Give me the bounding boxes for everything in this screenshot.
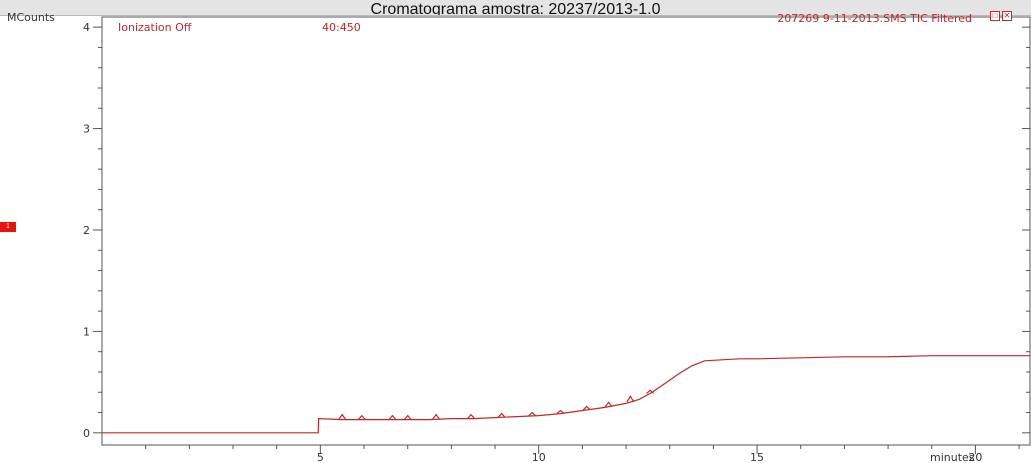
peak-mark bbox=[646, 389, 655, 394]
restore-icon[interactable]: □ bbox=[990, 11, 1000, 21]
peak-mark bbox=[497, 412, 506, 418]
series-layer bbox=[102, 355, 1030, 434]
peak-mark bbox=[338, 413, 347, 420]
ionization-status: Ionization Off bbox=[118, 21, 192, 34]
trace-name-label: 207269 9-11-2013.SMS TIC Filtered bbox=[777, 12, 972, 25]
y-tick-label: 2 bbox=[83, 224, 90, 237]
plot-frame bbox=[101, 16, 1031, 446]
peak-mark bbox=[604, 401, 613, 408]
peak-mark bbox=[403, 414, 412, 420]
peak-mark bbox=[556, 409, 565, 415]
peak-mark bbox=[626, 395, 635, 403]
trace-marker-badge[interactable]: 1 bbox=[0, 222, 16, 232]
y-tick-label: 3 bbox=[83, 123, 90, 136]
x-tick-label: 5 bbox=[317, 451, 324, 463]
peak-mark bbox=[582, 405, 591, 411]
title-bar bbox=[0, 0, 1031, 16]
peaks-layer bbox=[338, 389, 655, 420]
peak-mark bbox=[357, 414, 366, 420]
y-axis: 0 1 2 3 4 bbox=[83, 21, 102, 440]
tic-series-line bbox=[102, 355, 1030, 434]
y-axis-label: MCounts bbox=[7, 11, 55, 24]
peak-mark bbox=[388, 414, 397, 420]
x-tick-label: 20 bbox=[968, 451, 982, 463]
y-tick-label: 4 bbox=[83, 21, 90, 34]
peak-mark bbox=[528, 411, 537, 417]
close-icon[interactable]: ✕ bbox=[1002, 11, 1012, 21]
chart-title: Cromatograma amostra: 20237/2013-1.0 bbox=[370, 1, 661, 15]
x-tick-label: 15 bbox=[750, 451, 764, 463]
x-axis: 5 10 15 20 bbox=[145, 445, 1020, 463]
peak-mark bbox=[432, 413, 441, 420]
peak-mark bbox=[467, 413, 475, 419]
x-tick-label: 10 bbox=[532, 451, 546, 463]
right-edge-ticks bbox=[1022, 26, 1030, 434]
x-axis-label: minutes bbox=[930, 451, 975, 463]
y-tick-label: 1 bbox=[83, 325, 90, 338]
y-tick-label: 0 bbox=[83, 427, 90, 440]
mass-range-label: 40:450 bbox=[322, 21, 361, 34]
